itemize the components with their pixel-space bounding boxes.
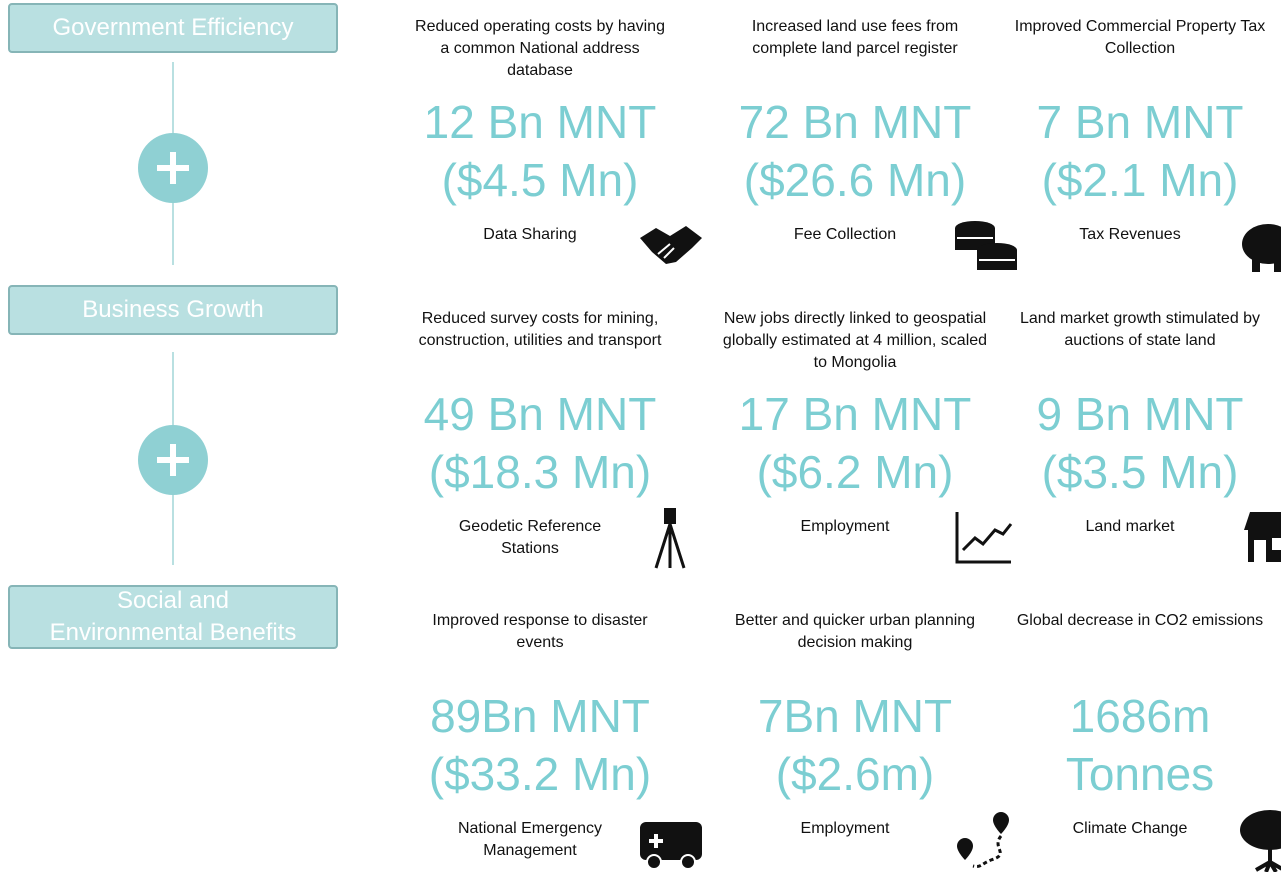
icon: [951, 506, 1021, 570]
category-label: Tax Revenues: [1079, 226, 1181, 243]
icon: [636, 214, 706, 278]
description: Land market growth stimulated by auction…: [1019, 310, 1261, 349]
icon-graphic: [1244, 512, 1281, 562]
amount-usd: ($18.3 Mn): [428, 446, 652, 498]
amount-usd: ($6.2 Mn): [756, 446, 954, 498]
description: Better and quicker urban planning decisi…: [734, 612, 976, 651]
plus-icon: [138, 425, 208, 495]
icon-graphic: [640, 226, 702, 264]
description: Reduced operating costs by having a comm…: [415, 18, 665, 79]
icon-graphic: [957, 812, 1009, 868]
description: Improved Commercial Property Tax Collect…: [1014, 18, 1266, 57]
category-label: Data Sharing: [483, 226, 577, 243]
description: Reduced survey costs for mining, constru…: [418, 310, 662, 349]
category-label: Climate Change: [1072, 820, 1188, 837]
amount-usd: ($26.6 Mn): [743, 154, 967, 206]
icon-graphic: [955, 221, 1017, 270]
description: New jobs directly linked to geospatial g…: [722, 310, 988, 371]
amount: 49 Bn MNT: [423, 388, 657, 440]
amount: 72 Bn MNT: [738, 96, 972, 148]
icon: [636, 808, 706, 872]
icon-graphic: [654, 508, 686, 569]
category-label: Employment: [800, 518, 890, 535]
amount-usd: ($2.1 Mn): [1041, 154, 1239, 206]
icon: [636, 506, 706, 570]
description: Global decrease in CO2 emissions: [1016, 612, 1264, 629]
section-label: Government Efficiency: [8, 3, 338, 53]
category-label: Employment: [800, 820, 890, 837]
description: Increased land use fees from complete la…: [751, 18, 959, 57]
section-label: Social and Environmental Benefits: [8, 585, 338, 649]
description: Improved response to disaster events: [432, 612, 648, 651]
icon: [1236, 214, 1281, 278]
icon-graphic: [640, 822, 702, 870]
amount-usd: Tonnes: [1065, 748, 1215, 800]
amount-usd: ($33.2 Mn): [428, 748, 652, 800]
amount: 17 Bn MNT: [738, 388, 972, 440]
amount: 12 Bn MNT: [423, 96, 657, 148]
amount-usd: ($3.5 Mn): [1041, 446, 1239, 498]
amount: 9 Bn MNT: [1036, 388, 1244, 440]
amount: 7 Bn MNT: [1036, 96, 1244, 148]
section-label: Business Growth: [8, 285, 338, 335]
plus-icon: [138, 133, 208, 203]
icon: [1236, 808, 1281, 874]
icon: [951, 808, 1021, 872]
icon-graphic: [1240, 810, 1281, 874]
category-label: Land market: [1085, 518, 1175, 535]
amount: 7Bn MNT: [757, 690, 953, 742]
category-label: Fee Collection: [793, 226, 897, 243]
category-label: Geodetic Reference Stations: [458, 518, 602, 557]
amount: 1686m: [1069, 690, 1211, 742]
category-label: National Emergency Management: [457, 820, 603, 859]
amount: 89Bn MNT: [430, 690, 650, 742]
icon-graphic: [1242, 224, 1281, 272]
icon: [951, 214, 1021, 278]
amount-usd: ($2.6m): [775, 748, 935, 800]
icon: [1236, 506, 1281, 570]
icon-graphic: [955, 512, 1013, 564]
amount-usd: ($4.5 Mn): [441, 154, 639, 206]
